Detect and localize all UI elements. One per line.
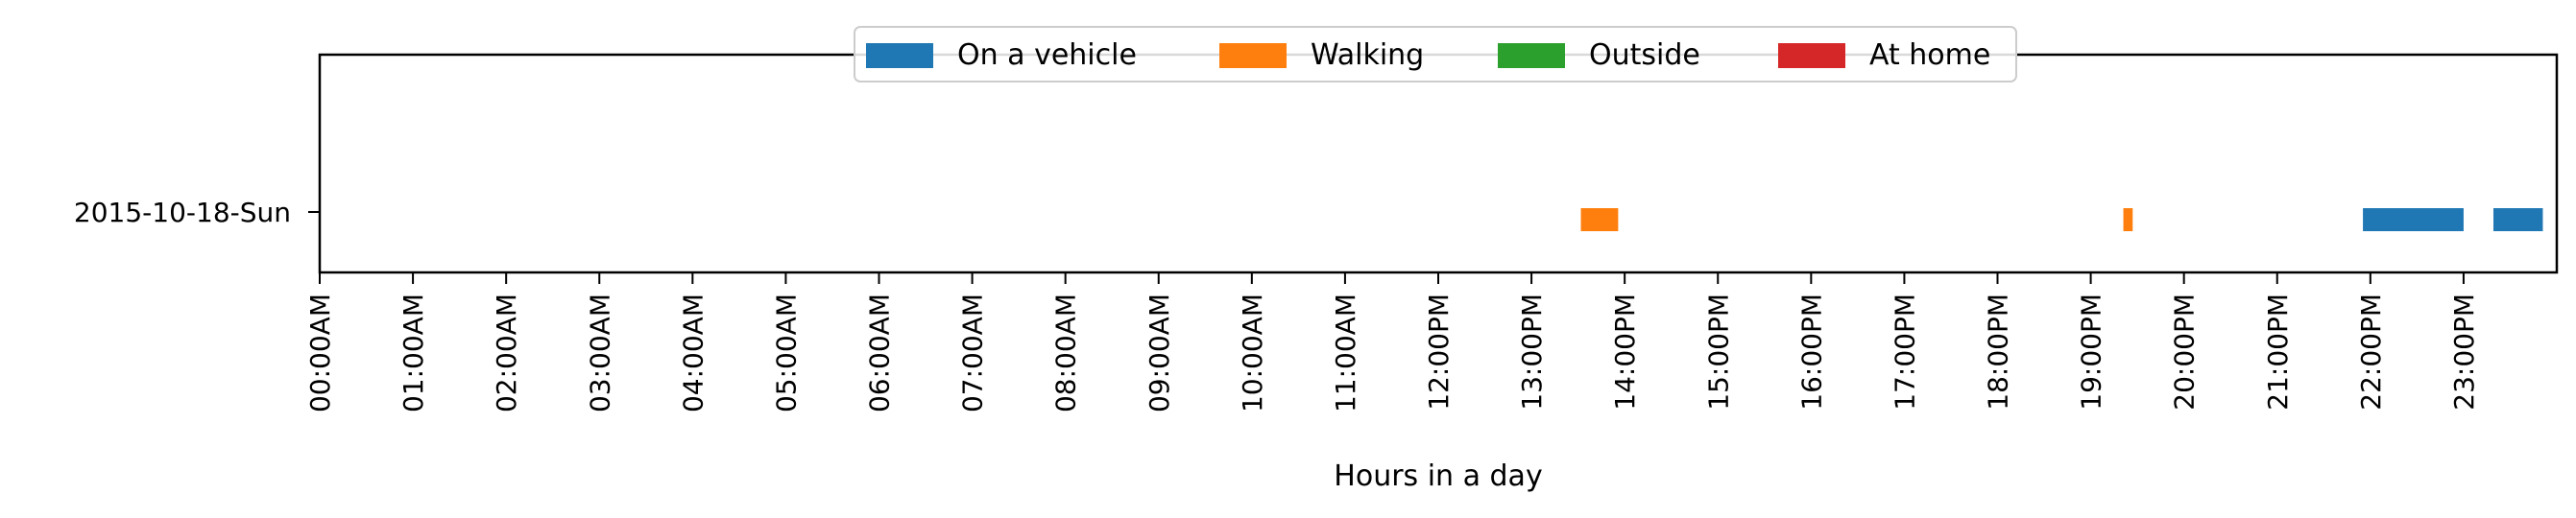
legend-swatch	[1778, 43, 1845, 68]
x-tick-label: 06:00AM	[864, 294, 896, 412]
legend-label: Walking	[1311, 38, 1424, 72]
bar-walking	[1580, 208, 1619, 231]
x-tick-label: 05:00AM	[770, 294, 802, 412]
x-tick-label: 11:00AM	[1330, 294, 1361, 412]
y-axis-ticks: 2015-10-18-Sun	[74, 197, 320, 228]
x-tick-label: 17:00PM	[1889, 294, 1920, 411]
x-tick-label: 15:00PM	[1702, 294, 1734, 411]
legend-label: At home	[1869, 38, 1990, 72]
bar-walking	[2123, 208, 2133, 231]
x-tick-label: 08:00AM	[1050, 294, 1082, 412]
x-tick-label: 10:00AM	[1237, 294, 1268, 412]
x-tick-label: 03:00AM	[584, 294, 615, 412]
x-tick-label: 19:00PM	[2076, 294, 2107, 411]
bars-layer	[1580, 208, 2543, 231]
x-tick-label: 21:00PM	[2262, 294, 2294, 411]
legend-swatch	[1498, 43, 1565, 68]
legend-swatch	[866, 43, 933, 68]
x-tick-label: 16:00PM	[1795, 294, 1827, 411]
x-tick-label: 09:00AM	[1144, 294, 1175, 412]
legend: On a vehicle Walking Outside At home	[854, 26, 2017, 82]
x-tick-label: 13:00PM	[1516, 294, 1548, 411]
y-tick-label: 2015-10-18-Sun	[74, 197, 291, 228]
x-axis-ticks: 00:00AM 01:00AM 02:00AM 03:00AM 04:00AM 05:00…	[304, 272, 2480, 412]
x-tick-label: 07:00AM	[957, 294, 989, 412]
legend-label: On a vehicle	[957, 38, 1137, 72]
bar-on-a-vehicle	[2363, 208, 2464, 231]
x-axis-title: Hours in a day	[1334, 459, 1542, 493]
legend-box	[854, 26, 2017, 82]
x-tick-label: 02:00AM	[491, 294, 522, 412]
bar-on-a-vehicle	[2492, 208, 2543, 231]
x-tick-label: 01:00AM	[397, 294, 429, 412]
x-tick-label: 22:00PM	[2355, 294, 2387, 411]
x-tick-label: 20:00PM	[2169, 294, 2201, 411]
x-tick-label: 23:00PM	[2448, 294, 2480, 411]
x-tick-label: 00:00AM	[304, 294, 336, 412]
x-tick-label: 12:00PM	[1423, 294, 1455, 411]
legend-label: Outside	[1589, 38, 1700, 72]
plot-frame	[318, 53, 2559, 274]
legend-swatch	[1219, 43, 1287, 68]
x-tick-label: 04:00AM	[677, 294, 709, 412]
x-tick-label: 14:00PM	[1609, 294, 1641, 411]
x-tick-label: 18:00PM	[1983, 294, 2014, 411]
